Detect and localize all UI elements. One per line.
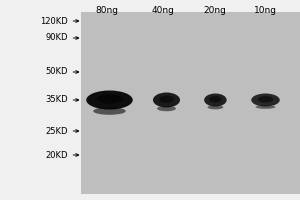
Ellipse shape: [86, 90, 133, 110]
Ellipse shape: [93, 107, 126, 115]
Text: 20ng: 20ng: [203, 6, 226, 15]
Ellipse shape: [209, 96, 222, 103]
Bar: [0, 0, 81, 200]
Ellipse shape: [159, 96, 174, 103]
Text: 35KD: 35KD: [45, 96, 68, 104]
Ellipse shape: [157, 106, 176, 111]
Text: 25KD: 25KD: [45, 127, 68, 136]
Text: 90KD: 90KD: [45, 33, 68, 43]
Text: 20KD: 20KD: [45, 150, 68, 160]
Ellipse shape: [256, 105, 275, 109]
Bar: [81, 12, 300, 194]
Ellipse shape: [153, 92, 180, 108]
Ellipse shape: [204, 94, 227, 106]
Text: 40ng: 40ng: [152, 6, 175, 15]
Text: 80ng: 80ng: [95, 6, 118, 15]
Ellipse shape: [258, 96, 273, 103]
Text: 120KD: 120KD: [40, 17, 68, 25]
Ellipse shape: [208, 105, 223, 109]
Ellipse shape: [251, 94, 280, 106]
Ellipse shape: [97, 94, 122, 104]
Text: 10ng: 10ng: [254, 6, 277, 15]
Text: 50KD: 50KD: [45, 68, 68, 76]
